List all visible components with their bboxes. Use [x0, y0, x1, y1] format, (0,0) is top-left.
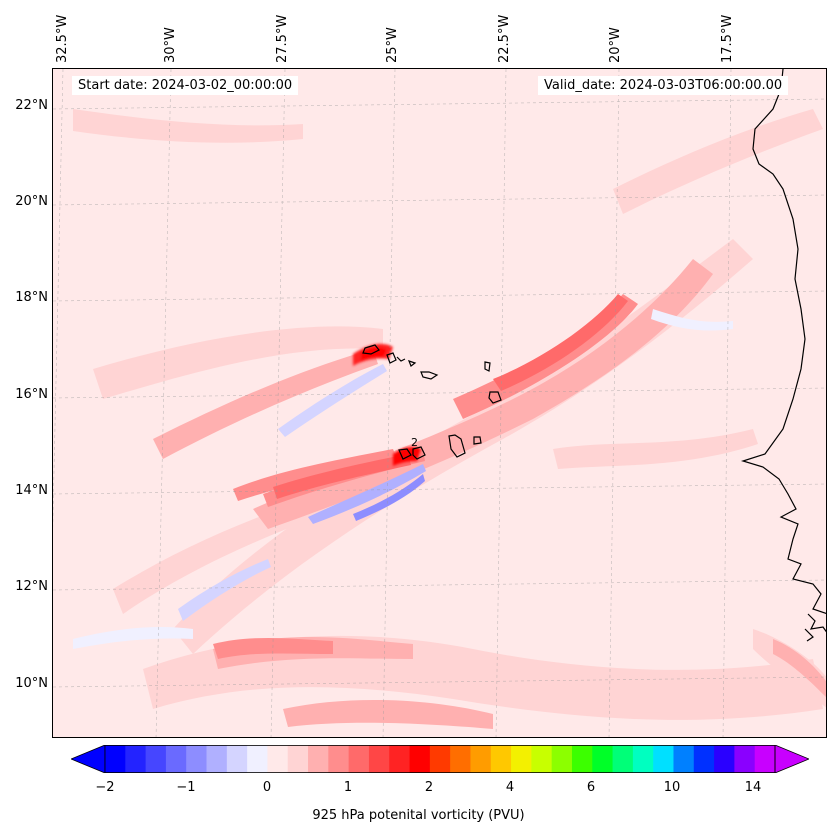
colorbar-segment — [653, 745, 674, 773]
colorbar-segment — [450, 745, 471, 773]
colorbar-segment — [348, 745, 370, 773]
colorbar-outline — [104, 745, 776, 773]
pv-band-very-strong-positive — [273, 294, 628, 499]
colorbar-segment — [308, 745, 329, 773]
coastline-guinea-islands — [804, 613, 826, 642]
colorbar-extend-over — [774, 745, 809, 773]
lon-label-27-5w: 27.5°W — [275, 14, 290, 63]
colorbar-segment — [754, 745, 776, 773]
colorbar-segment — [531, 745, 553, 773]
cbar-tick-4: 4 — [505, 780, 515, 795]
colorbar-segment — [673, 745, 695, 773]
colorbar-segment — [693, 745, 715, 773]
lon-label-30w: 30°W — [163, 27, 178, 63]
colorbar-segment — [429, 745, 451, 773]
colorbar-segment — [714, 745, 735, 773]
lat-label-18n: 18°N — [15, 290, 48, 305]
colorbar-segment — [145, 745, 167, 773]
lat-label-10n: 10°N — [15, 676, 48, 691]
lon-label-32-5w: 32.5°W — [55, 14, 70, 63]
colorbar-segment — [105, 745, 126, 773]
colorbar-segment — [470, 745, 492, 773]
cbar-tick-6: 6 — [586, 780, 596, 795]
colorbar-segment — [571, 745, 593, 773]
valid-date-label: Valid_date: 2024-03-03T06:00:00.00 — [538, 76, 789, 95]
pv-field-map — [53, 69, 826, 737]
colorbar-extend-under — [71, 745, 106, 773]
colorbar-segment — [734, 745, 756, 773]
colorbar-segment — [511, 745, 532, 773]
colorbar-segment — [165, 745, 187, 773]
map-panel[interactable]: 2 — [52, 68, 827, 738]
lon-label-25w: 25°W — [385, 27, 400, 63]
colorbar-segment — [206, 745, 228, 773]
colorbar-segment — [389, 745, 411, 773]
lon-label-22-5w: 22.5°W — [497, 14, 512, 63]
colorbar-segment — [490, 745, 512, 773]
lat-label-14n: 14°N — [15, 483, 48, 498]
lat-label-16n: 16°N — [15, 387, 48, 402]
cbar-tick-m2: −2 — [95, 780, 115, 795]
cbar-tick-2: 2 — [424, 780, 434, 795]
lon-label-20w: 20°W — [608, 27, 623, 63]
colorbar-segment — [226, 745, 248, 773]
colorbar-segment — [632, 745, 654, 773]
cbar-tick-0: 0 — [262, 780, 272, 795]
lon-label-17-5w: 17.5°W — [720, 14, 735, 63]
colorbar-segment — [267, 745, 289, 773]
colorbar-segment — [551, 745, 573, 773]
cbar-tick-14: 14 — [744, 780, 762, 795]
cbar-tick-m1: −1 — [176, 780, 196, 795]
colorbar-segment — [287, 745, 309, 773]
colorbar-segment — [612, 745, 634, 773]
colorbar-segment — [186, 745, 208, 773]
colorbar-segment — [125, 745, 147, 773]
colorbar-segment — [328, 745, 350, 773]
colorbar-segment — [592, 745, 614, 773]
colorbar-segment — [409, 745, 431, 773]
cbar-tick-1: 1 — [343, 780, 353, 795]
cape-verde-islands — [362, 344, 502, 460]
colorbar-segment — [368, 745, 390, 773]
start-date-label: Start date: 2024-03-02_00:00:00 — [72, 76, 299, 95]
colorbar — [71, 745, 809, 773]
lat-label-20n: 20°N — [15, 194, 48, 209]
lat-label-12n: 12°N — [15, 579, 48, 594]
cbar-tick-10: 10 — [663, 780, 681, 795]
graticule — [53, 69, 826, 737]
pv-band-negative — [73, 309, 733, 649]
colorbar-label: 925 hPa potenital vorticity (PVU) — [312, 808, 525, 823]
coastline-africa — [740, 69, 826, 614]
colorbar-segment — [247, 745, 268, 773]
lat-label-22n: 22°N — [15, 98, 48, 113]
contour-inline-label: 2 — [411, 436, 418, 449]
